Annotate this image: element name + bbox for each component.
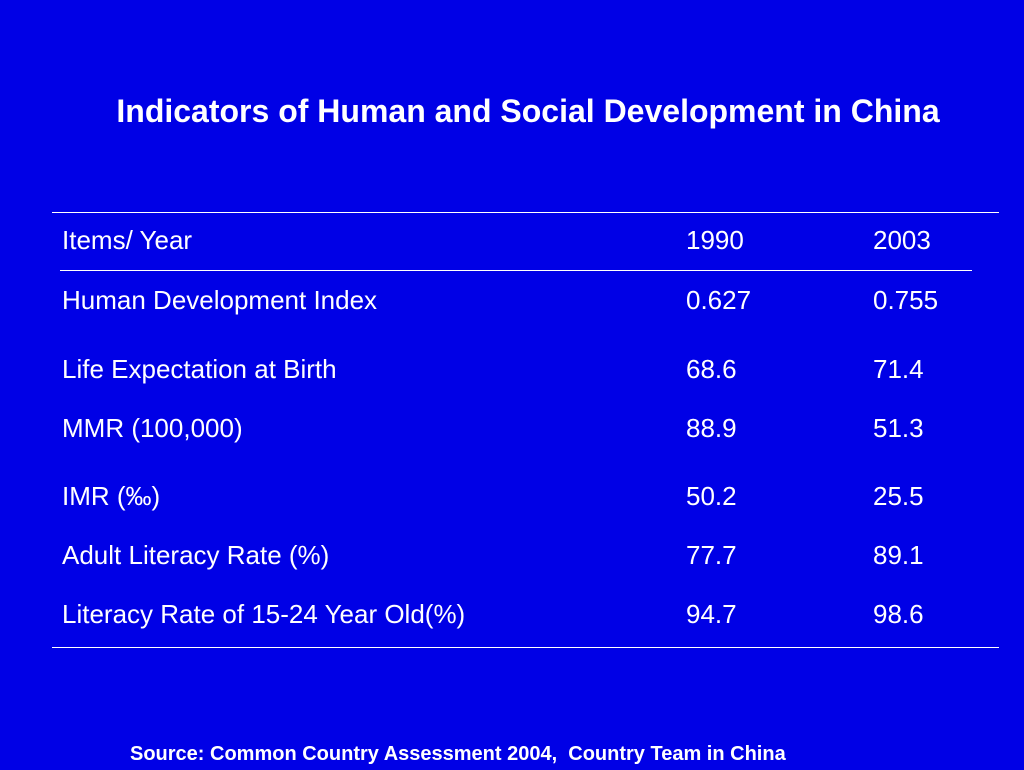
row-item-label: MMR (100,000) (62, 413, 243, 443)
table-row: Human Development Index 0.627 0.755 (0, 280, 1024, 320)
row-value-2003: 71.4 (873, 354, 924, 384)
row-value-2003: 0.755 (873, 285, 939, 315)
header-year-1990: 1990 (686, 225, 744, 255)
table-row: Adult Literacy Rate (%) 77.7 89.1 (0, 535, 1024, 575)
row-value-2003: 98.6 (873, 599, 924, 629)
row-value-1990: 88.9 (686, 413, 737, 443)
table-top-rule (52, 212, 999, 213)
row-item-label: Life Expectation at Birth (62, 354, 337, 384)
row-value-2003: 51.3 (873, 413, 924, 443)
row-item-label: Adult Literacy Rate (%) (62, 540, 330, 570)
table-row: MMR (100,000) 88.9 51.3 (0, 408, 1024, 448)
source-note: Source: Common Country Assessment 2004, … (0, 706, 1024, 770)
row-value-2003: 89.1 (873, 540, 924, 570)
row-item-label: Human Development Index (62, 285, 378, 315)
table-row: Life Expectation at Birth 68.6 71.4 (0, 349, 1024, 389)
table-row: Literacy Rate of 15-24 Year Old(%) 94.7 … (0, 594, 1024, 634)
slide-title: Indicators of Human and Social Developme… (116, 93, 940, 129)
header-items-year: Items/ Year (62, 225, 193, 255)
row-value-1990: 68.6 (686, 354, 737, 384)
table-bottom-rule (52, 647, 999, 648)
row-value-1990: 94.7 (686, 599, 737, 629)
row-item-label: Literacy Rate of 15-24 Year Old(%) (62, 599, 466, 629)
table-header-rule (60, 270, 972, 271)
row-value-1990: 50.2 (686, 481, 737, 511)
header-year-2003: 2003 (873, 225, 931, 255)
row-value-1990: 77.7 (686, 540, 737, 570)
row-item-label: IMR (‰) (62, 481, 161, 511)
row-value-1990: 0.627 (686, 285, 752, 315)
source-text: Source: Common Country Assessment 2004, … (130, 743, 786, 765)
table-row: IMR (‰) 50.2 25.5 (0, 476, 1024, 516)
table-header-row: Items/ Year 1990 2003 (0, 220, 1024, 260)
row-value-2003: 25.5 (873, 481, 924, 511)
